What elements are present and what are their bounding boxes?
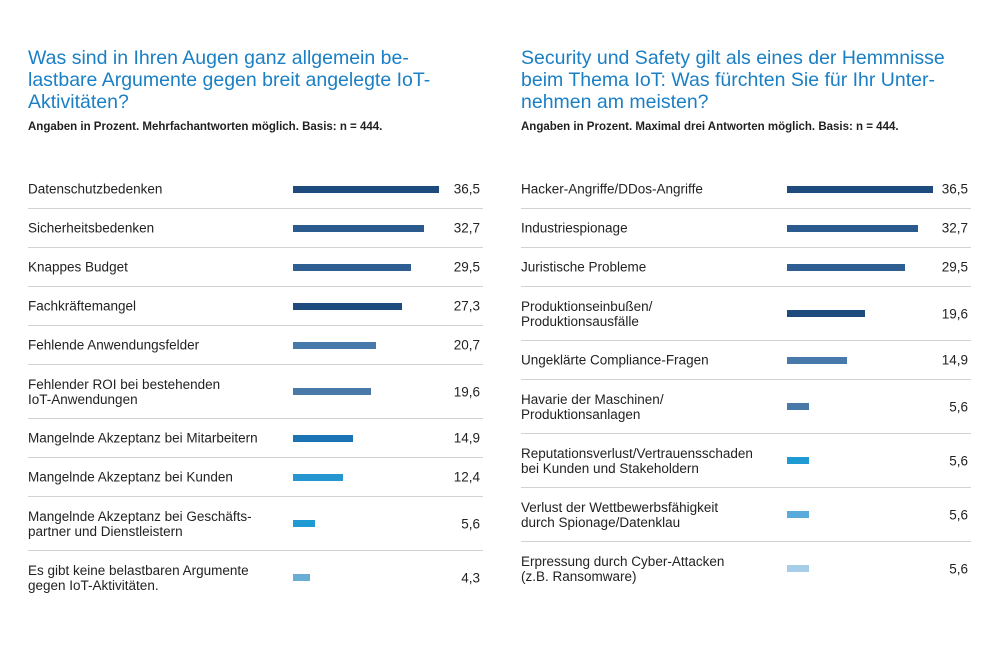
bar — [293, 574, 310, 581]
bar-row: Industriespionage 32,7 — [521, 209, 971, 248]
bar-row: Hacker-Angriffe/DDos-Angriffe 36,5 — [521, 170, 971, 209]
chart-subtitle: Angaben in Prozent. Mehrfachantworten mö… — [28, 121, 383, 133]
bar-row: Fehlende Anwendungsfelder 20,7 — [28, 326, 483, 365]
chart-title: Was sind in Ihren Augen ganz allgemein b… — [28, 47, 431, 113]
value-label: 29,5 — [941, 259, 968, 275]
bar-row: Erpressung durch Cyber-Attacken (z.B. Ra… — [521, 542, 971, 595]
category-label: Mangelnde Akzeptanz bei Geschäfts- partn… — [28, 508, 252, 539]
bar — [787, 356, 847, 364]
bar-row: Knappes Budget 29,5 — [28, 248, 483, 287]
category-label: Hacker-Angriffe/DDos-Angriffe — [521, 181, 703, 197]
bar — [293, 341, 376, 349]
value-label: 20,7 — [453, 337, 480, 353]
category-label: Fehlende Anwendungsfelder — [28, 337, 200, 353]
category-label: Industriespionage — [521, 220, 628, 236]
value-label: 4,3 — [461, 570, 480, 585]
value-label: 36,5 — [941, 181, 968, 197]
bar — [293, 473, 343, 481]
bar-row: Mangelnde Akzeptanz bei Kunden 12,4 — [28, 458, 483, 497]
value-label: 27,3 — [453, 298, 480, 314]
bar — [293, 263, 411, 271]
value-label: 19,6 — [941, 306, 968, 321]
category-label: Havarie der Maschinen/ Produktionsanlage… — [521, 391, 664, 422]
value-label: 5,6 — [461, 516, 480, 531]
chart-subtitle: Angaben in Prozent. Maximal drei Antwort… — [521, 121, 899, 133]
chart-title: Security und Safety gilt als eines der H… — [521, 47, 945, 113]
bar — [787, 565, 809, 572]
value-label: 29,5 — [453, 259, 480, 275]
bar-row: Produktionseinbußen/ Produktionsausfälle… — [521, 287, 971, 341]
bar-rows: Hacker-Angriffe/DDos-Angriffe 36,5 Industr… — [521, 170, 971, 595]
bar — [787, 263, 905, 271]
bar — [787, 457, 809, 464]
bar-row: Mangelnde Akzeptanz bei Geschäfts- partn… — [28, 497, 483, 551]
category-label: Fehlender ROI bei bestehenden IoT-Anwend… — [28, 376, 221, 407]
bar-row: Ungeklärte Compliance-Fragen 14,9 — [521, 341, 971, 380]
value-label: 36,5 — [453, 181, 480, 197]
value-label: 14,9 — [941, 352, 968, 368]
bar-row: Sicherheitsbedenken 32,7 — [28, 209, 483, 248]
category-label: Erpressung durch Cyber-Attacken (z.B. Ra… — [521, 553, 725, 584]
bar-row: Juristische Probleme 29,5 — [521, 248, 971, 287]
category-label: Mangelnde Akzeptanz bei Kunden — [28, 469, 233, 485]
category-label: Knappes Budget — [28, 259, 128, 275]
bar-row: Fachkräftemangel 27,3 — [28, 287, 483, 326]
bar — [293, 520, 315, 527]
category-label: Sicherheitsbedenken — [28, 220, 155, 236]
category-label: Fachkräftemangel — [28, 298, 137, 314]
value-label: 5,6 — [949, 561, 968, 576]
value-label: 5,6 — [949, 453, 968, 468]
bar-row: Fehlender ROI bei bestehenden IoT-Anwend… — [28, 365, 483, 419]
value-label: 19,6 — [453, 384, 480, 399]
bar-row: Havarie der Maschinen/ Produktionsanlage… — [521, 380, 971, 434]
category-label: Mangelnde Akzeptanz bei Mitarbeitern — [28, 430, 258, 446]
category-label: Ungeklärte Compliance-Fragen — [521, 352, 709, 368]
category-label: Es gibt keine belastbaren Argumente gege… — [28, 562, 249, 593]
bar — [787, 403, 809, 410]
bar — [787, 310, 865, 317]
bar-row: Verlust der Wettbewerbsfähigkeit durch S… — [521, 488, 971, 542]
bar — [293, 434, 353, 442]
category-label: Produktionseinbußen/ Produktionsausfälle — [521, 298, 653, 329]
value-label: 5,6 — [949, 507, 968, 522]
category-label: Reputationsverlust/Vertrauensschaden bei… — [521, 445, 753, 476]
value-label: 5,6 — [949, 399, 968, 414]
bar — [293, 185, 439, 193]
bar — [293, 224, 424, 232]
bar-row: Datenschutzbedenken 36,5 — [28, 170, 483, 209]
bar — [787, 511, 809, 518]
value-label: 14,9 — [453, 430, 480, 446]
value-label: 32,7 — [453, 220, 480, 236]
bar — [293, 302, 402, 310]
value-label: 12,4 — [453, 469, 480, 485]
bar — [787, 224, 918, 232]
bar-row: Reputationsverlust/Vertrauensschaden bei… — [521, 434, 971, 488]
category-label: Verlust der Wettbewerbsfähigkeit durch S… — [521, 499, 719, 530]
category-label: Juristische Probleme — [521, 259, 647, 275]
bar-row: Es gibt keine belastbaren Argumente gege… — [28, 551, 483, 604]
category-label: Datenschutzbedenken — [28, 181, 163, 197]
value-label: 32,7 — [941, 220, 968, 236]
bar-row: Mangelnde Akzeptanz bei Mitarbeitern 14,9 — [28, 419, 483, 458]
bar — [293, 388, 371, 395]
bar — [787, 185, 933, 193]
bar-rows: Datenschutzbedenken 36,5 Sicherheitsbedenk… — [28, 170, 483, 604]
